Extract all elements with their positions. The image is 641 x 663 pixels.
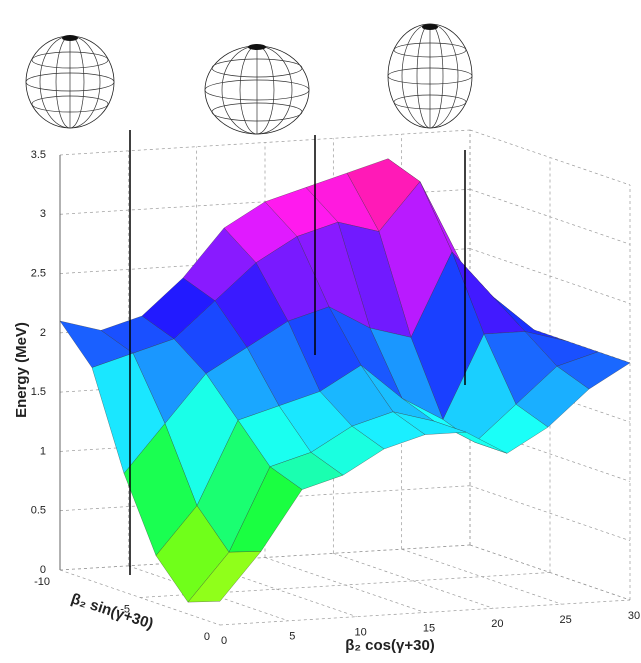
- grid-line: [219, 599, 631, 626]
- surface: [59, 158, 631, 603]
- x-tick-label: 20: [491, 618, 503, 630]
- grid-line: [333, 553, 494, 609]
- y-axis-title: β₂ sin(γ+30): [69, 590, 156, 633]
- x-tick-label: 25: [560, 614, 572, 626]
- x-tick-label: 0: [221, 635, 227, 647]
- pointer-lines: [129, 130, 466, 575]
- z-tick-label: 1: [40, 445, 46, 457]
- x-tick-label: 5: [289, 631, 295, 643]
- grid-line: [469, 544, 631, 601]
- x-tick-label: 30: [628, 610, 640, 622]
- x-tick-label: 15: [423, 622, 435, 634]
- grid-line: [196, 561, 357, 617]
- y-tick-label: -10: [34, 576, 50, 588]
- grid-line: [469, 426, 631, 482]
- z-tick-label: 0: [40, 564, 46, 576]
- grid-line: [469, 188, 631, 245]
- z-tick-label: 1.5: [31, 386, 46, 398]
- grid-line: [59, 129, 471, 156]
- grid-line: [469, 129, 631, 186]
- z-tick-label: 2.5: [31, 267, 46, 279]
- z-axis-title: Energy (MeV): [13, 322, 30, 418]
- z-tick-label: 2: [40, 327, 46, 339]
- surface-patch: [187, 551, 262, 603]
- x-tick-label: 10: [355, 627, 367, 639]
- grid-line: [59, 544, 471, 571]
- z-tick-label: 0.5: [31, 505, 46, 517]
- y-tick-label: -5: [120, 603, 130, 615]
- shape-icons: [25, 23, 473, 135]
- grid-line: [469, 485, 631, 542]
- x-axis-title: β₂ cos(γ+30): [345, 637, 435, 654]
- z-tick-label: 3: [40, 208, 46, 220]
- grid-line: [469, 248, 631, 304]
- z-tick-label: 3.5: [31, 149, 46, 161]
- y-tick-label: 0: [204, 631, 210, 643]
